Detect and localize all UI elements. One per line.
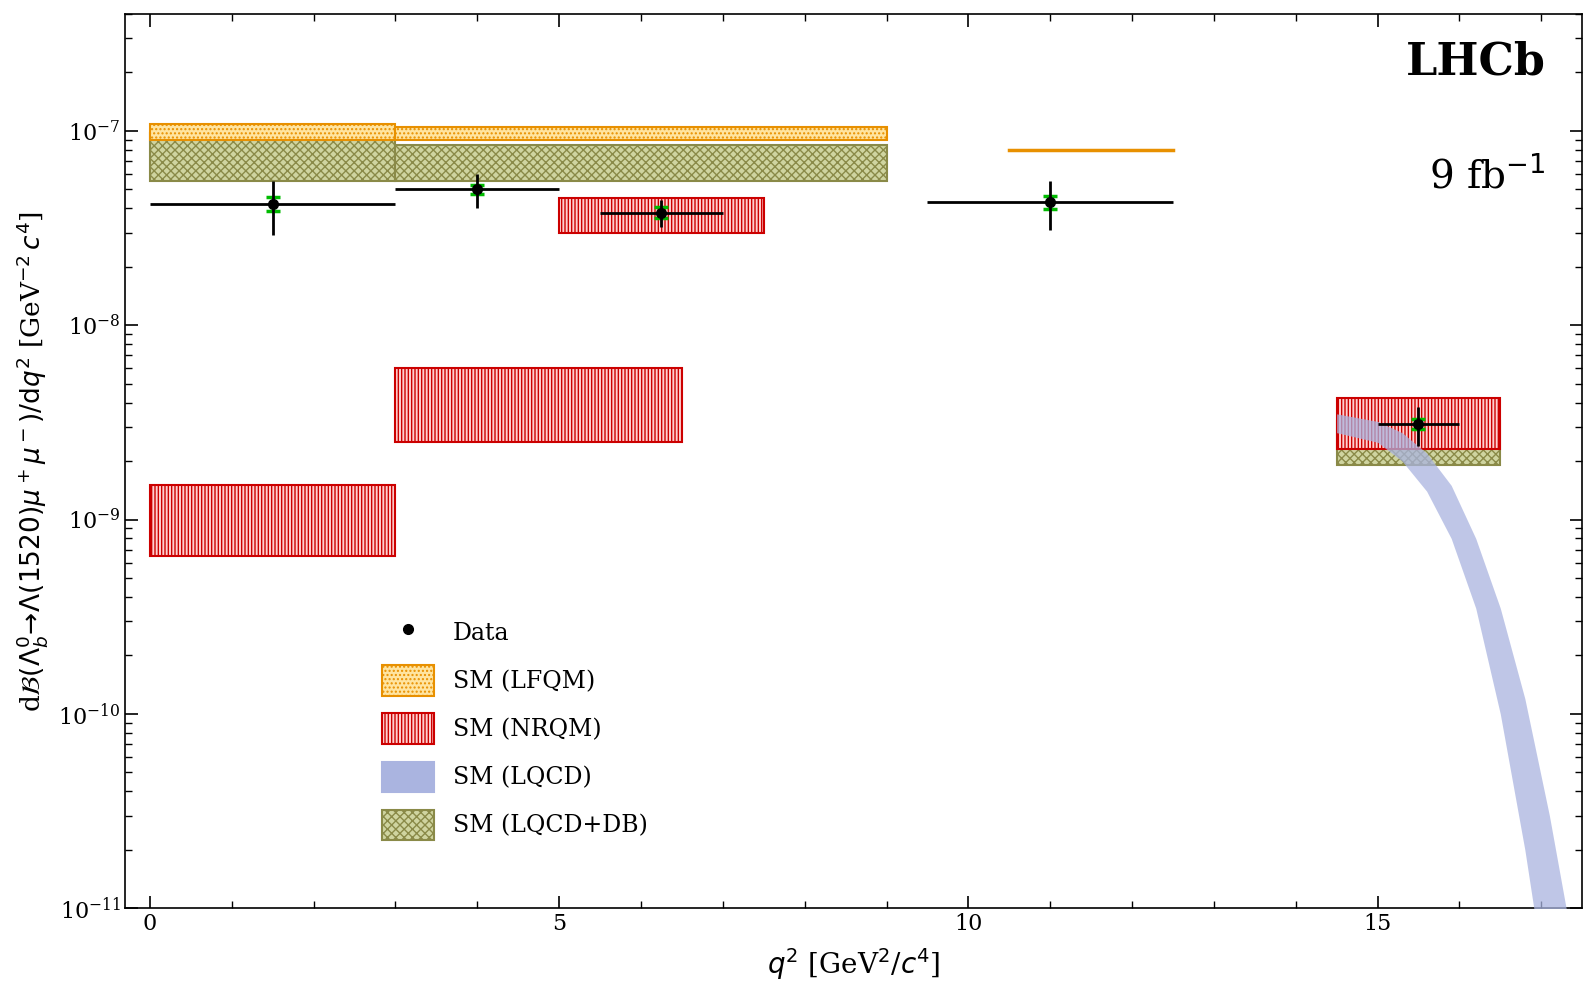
- Bar: [150, 124, 396, 139]
- X-axis label: $q^2$ [GeV$^2$/$c^4$]: $q^2$ [GeV$^2$/$c^4$]: [768, 946, 940, 982]
- Bar: [559, 198, 764, 232]
- Y-axis label: d$\mathcal{B}(\Lambda_b^0\!\to\!\Lambda(1520)\mu^+\mu^-)/\mathrm{d}q^2$ [GeV$^{-: d$\mathcal{B}(\Lambda_b^0\!\to\!\Lambda(…: [14, 210, 49, 711]
- Bar: [396, 126, 886, 139]
- Bar: [396, 144, 886, 181]
- Bar: [150, 485, 396, 556]
- Bar: [396, 369, 681, 442]
- Bar: [1336, 398, 1500, 449]
- Text: 9 fb$^{-1}$: 9 fb$^{-1}$: [1430, 157, 1545, 196]
- Text: LHCb: LHCb: [1406, 41, 1545, 84]
- Bar: [1336, 421, 1500, 465]
- Legend: Data, SM (LFQM), SM (NRQM), SM (LQCD), SM (LQCD+DB): Data, SM (LFQM), SM (NRQM), SM (LQCD), S…: [370, 606, 659, 852]
- Bar: [150, 132, 396, 181]
